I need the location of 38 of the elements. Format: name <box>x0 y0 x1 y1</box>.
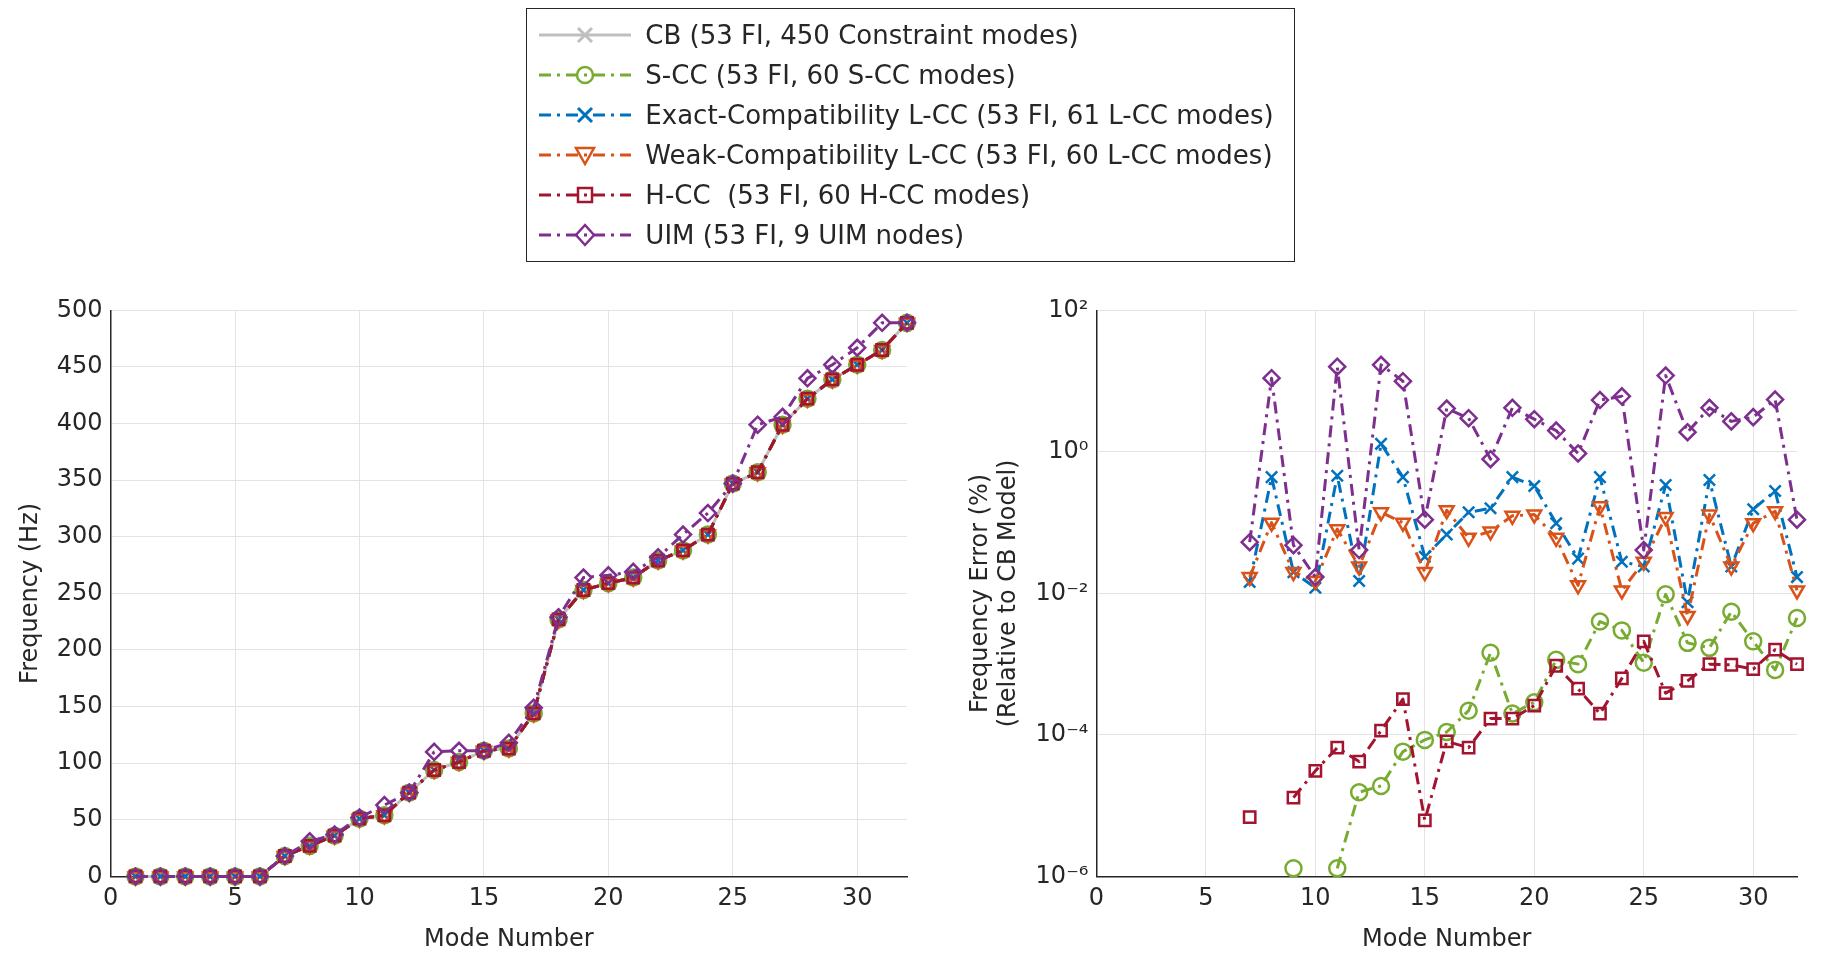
legend-label: Exact-Compatibility L-CC (53 FI, 61 L-CC modes) <box>645 100 1274 130</box>
y-tick-label: 150 <box>56 690 103 719</box>
y-tick-label: 10² <box>1048 294 1089 323</box>
x-tick-label: 15 <box>1409 883 1441 912</box>
x-tick-label: 20 <box>1519 883 1550 912</box>
y-tick-label: 10⁻⁶ <box>1035 860 1089 889</box>
x-tick-label: 5 <box>1198 883 1214 912</box>
y-tick-label: 400 <box>56 407 103 436</box>
y-tick-label: 100 <box>56 747 103 776</box>
y-tick-label: 10⁰ <box>1048 436 1089 465</box>
y-tick-label: 10⁻² <box>1035 577 1089 606</box>
legend-label: H-CC (53 FI, 60 H-CC modes) <box>645 180 1031 210</box>
x-tick-label: 30 <box>841 883 873 912</box>
legend-label: Weak-Compatibility L-CC (53 FI, 60 L-CC modes) <box>645 140 1273 170</box>
x-tick-label: 20 <box>593 883 624 912</box>
y-tick-label: 0 <box>87 860 103 889</box>
legend-label: S-CC (53 FI, 60 S-CC modes) <box>645 60 1016 90</box>
y-tick-label: 200 <box>56 634 103 663</box>
x-tick-label: 5 <box>227 883 243 912</box>
y-tick-label: 10⁻⁴ <box>1035 719 1089 748</box>
y-axis-title: Frequency Error (%) (Relative to CB Model) <box>964 459 1022 728</box>
y-tick-label: 250 <box>56 577 103 606</box>
x-tick-label: 25 <box>717 883 749 912</box>
x-tick-label: 15 <box>468 883 500 912</box>
x-tick-label: 10 <box>344 883 375 912</box>
y-tick-label: 450 <box>56 351 103 380</box>
x-tick-label: 25 <box>1628 883 1660 912</box>
legend-label: UIM (53 FI, 9 UIM nodes) <box>645 220 965 250</box>
x-tick-label: 30 <box>1737 883 1769 912</box>
x-axis-title: Mode Number <box>424 923 594 952</box>
legend-label: CB (53 FI, 450 Constraint modes) <box>645 20 1079 50</box>
x-axis-title: Mode Number <box>1362 923 1532 952</box>
y-tick-label: 350 <box>56 464 103 493</box>
y-tick-label: 300 <box>56 521 103 550</box>
x-tick-label: 10 <box>1300 883 1331 912</box>
y-axis-title: Frequency (Hz) <box>14 502 43 684</box>
y-tick-label: 500 <box>56 294 103 323</box>
y-tick-label: 50 <box>72 804 103 833</box>
